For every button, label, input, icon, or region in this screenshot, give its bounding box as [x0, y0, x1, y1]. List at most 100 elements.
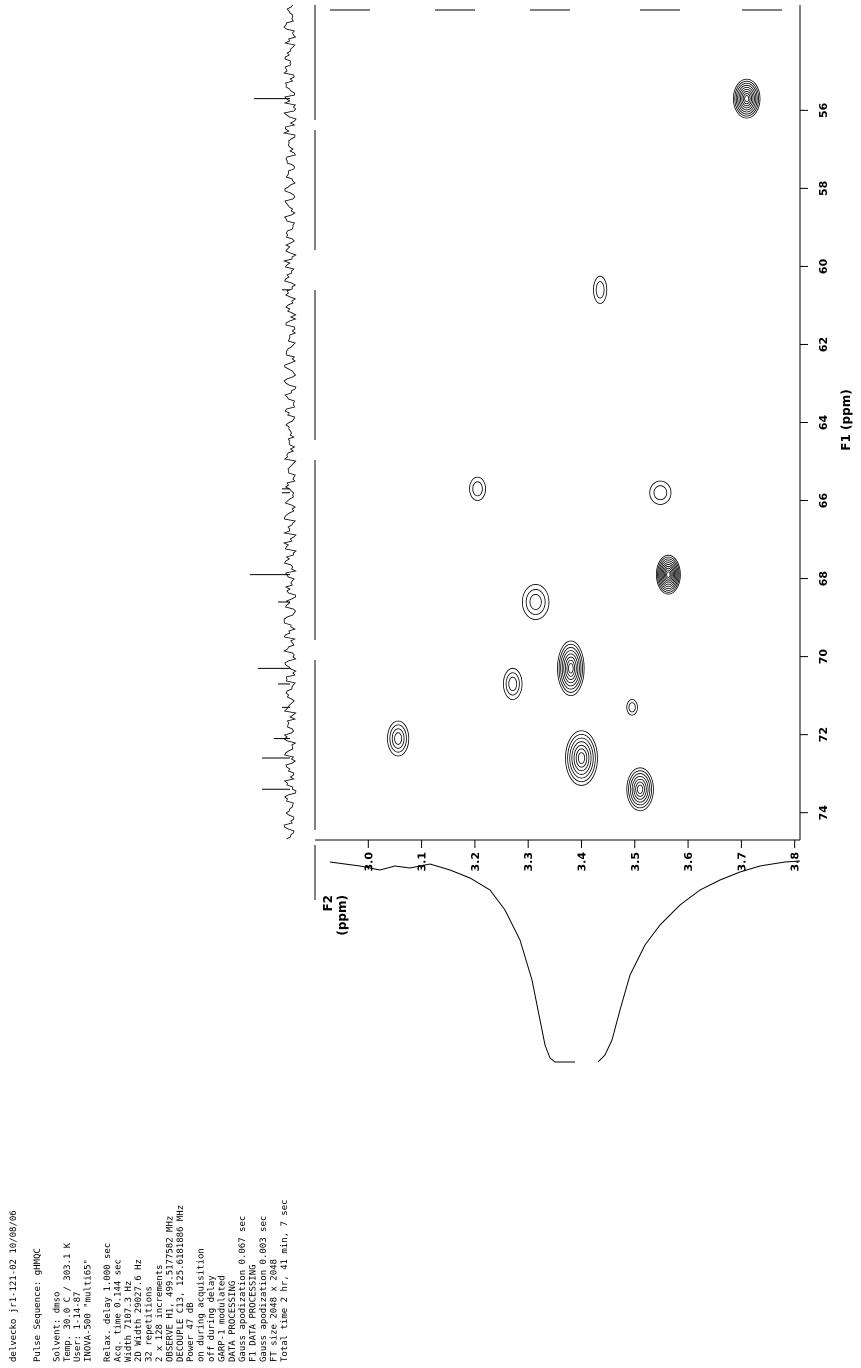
contour: [571, 741, 592, 775]
contour: [663, 567, 673, 582]
contour: [387, 720, 410, 757]
contour: [662, 565, 674, 584]
contour: [472, 481, 483, 497]
parameter: Relax. delay 1.000 sec: [103, 1243, 113, 1362]
contour: [391, 728, 405, 749]
contour: [633, 778, 647, 800]
f2-axis-unit: (ppm): [335, 895, 349, 936]
contour: [521, 584, 550, 620]
parameter: F1 DATA PROCESSING: [249, 1264, 259, 1362]
contour: [628, 702, 636, 713]
parameter: Pulse Sequence: gHMQC: [33, 1248, 43, 1362]
contour: [653, 485, 668, 501]
parameter: Acq. time 0.144 sec: [113, 1259, 123, 1362]
contour: [508, 676, 518, 692]
contour: [593, 275, 608, 304]
parameter: FT size 2048 x 2048: [269, 1259, 279, 1362]
f1-tick-label: 70: [817, 649, 830, 665]
contour: [737, 84, 757, 113]
contour: [657, 556, 680, 593]
contour: [637, 784, 644, 794]
parameter: off during delay: [207, 1275, 217, 1362]
contour: [595, 281, 605, 299]
parameter: GARP-1 modulated: [217, 1275, 227, 1362]
parameter: User: 1-14-87: [73, 1292, 83, 1362]
contour: [503, 667, 523, 700]
parameter: DECOUPLE C13, 125.6181886 MHz: [176, 1205, 186, 1362]
contour: [658, 558, 679, 591]
f1-axis-label: F1 (ppm): [839, 389, 853, 450]
contour: [744, 95, 750, 103]
contour: [505, 672, 520, 696]
contour: [573, 744, 590, 772]
contour: [626, 699, 638, 716]
f1-tick-label: 64: [817, 415, 830, 431]
peak: [626, 699, 638, 716]
f1-tick-label: 60: [817, 258, 830, 274]
parameter: Total time 2 hr, 41 min, 7 sec: [280, 1199, 290, 1362]
f2-tick-label: 3.8: [789, 852, 802, 872]
contour: [741, 91, 753, 107]
peak: [593, 275, 608, 304]
peak: [626, 767, 654, 812]
parameter: 32 repetitions: [145, 1286, 155, 1362]
parameter: Temp. 30.0 C / 303.1 K: [63, 1242, 73, 1362]
contour: [659, 560, 678, 590]
f2-tick-label: 3.7: [735, 852, 748, 872]
f2-tick-label: 3.6: [682, 852, 695, 872]
contour: [732, 78, 761, 119]
parameter: on during acquisition: [197, 1248, 207, 1362]
contour: [666, 571, 671, 578]
f1-tick-label: 66: [817, 493, 830, 509]
peak: [521, 584, 550, 620]
contour: [568, 663, 574, 674]
contour: [575, 748, 588, 768]
peak: [565, 730, 598, 786]
contour: [577, 752, 586, 764]
contour: [742, 93, 751, 105]
parameter: Gauss apodization 0.003 sec: [259, 1216, 269, 1362]
parameter: Solvent: dmso: [52, 1292, 62, 1362]
contour: [569, 737, 594, 779]
f2-tick-label: 3.2: [469, 852, 482, 872]
contour: [394, 732, 403, 745]
contour: [738, 86, 755, 111]
contour: [734, 80, 760, 117]
parameter: DATA PROCESSING: [228, 1281, 238, 1362]
contour: [739, 89, 754, 109]
peak: [503, 667, 523, 700]
contour: [561, 650, 580, 687]
title: delvecko jr1-121-02 10/08/06: [9, 1210, 19, 1362]
f2-tick-label: 3.3: [522, 852, 535, 872]
f1-tick-label: 58: [817, 181, 830, 196]
contour: [529, 594, 542, 610]
parameter: Width 7107.3 Hz: [124, 1281, 134, 1362]
contour: [660, 562, 677, 588]
contour: [635, 781, 645, 797]
f1-tick-label: 68: [817, 571, 830, 586]
peak: [387, 720, 410, 757]
parameter: 2D Width 29027.6 Hz: [134, 1259, 144, 1362]
peak: [649, 480, 672, 505]
f2-tick-label: 3.4: [575, 852, 588, 872]
peak: [469, 476, 486, 501]
contour: [661, 564, 676, 586]
peak: [557, 640, 585, 697]
contour: [567, 733, 596, 783]
contour: [565, 730, 598, 786]
contour: [560, 647, 582, 690]
parameter: 2 x 128 increments: [155, 1264, 165, 1362]
parameter: INOVA-500 "multi65": [84, 1259, 94, 1362]
contour: [525, 589, 546, 615]
f2-projection: [329, 860, 801, 1063]
f1-tick-label: 74: [817, 805, 830, 821]
contour: [558, 643, 583, 693]
f1-tick-label: 56: [817, 102, 830, 118]
contour: [655, 554, 681, 595]
contour: [735, 82, 758, 115]
contour: [564, 656, 577, 680]
f1-tick-label: 62: [817, 337, 830, 352]
parameter: Gauss apodization 0.067 sec: [238, 1216, 248, 1362]
contour: [629, 773, 651, 806]
